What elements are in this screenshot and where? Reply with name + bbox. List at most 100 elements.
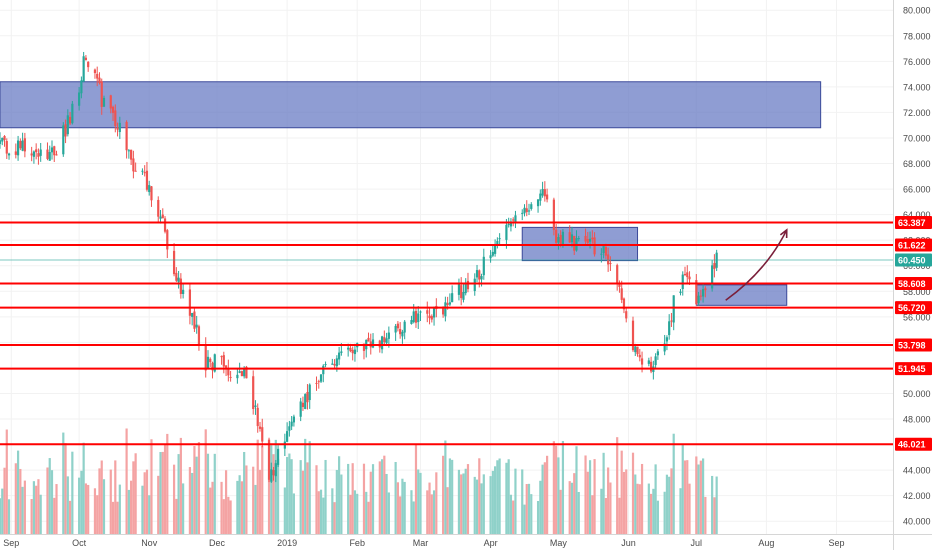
volume-bar bbox=[387, 492, 390, 534]
arrow-line bbox=[725, 229, 788, 301]
candle bbox=[387, 332, 390, 339]
volume-bar bbox=[286, 457, 289, 534]
volume-bar bbox=[713, 497, 716, 534]
volume-bar bbox=[618, 497, 621, 534]
candle bbox=[512, 219, 515, 221]
volume-bar bbox=[663, 491, 666, 534]
candle bbox=[66, 115, 69, 135]
candle bbox=[618, 283, 621, 287]
volume-bar bbox=[668, 476, 671, 534]
volume-bar bbox=[182, 483, 185, 534]
volume-bar bbox=[197, 442, 201, 534]
candle bbox=[23, 138, 26, 152]
volume-bar bbox=[224, 470, 228, 534]
volume-bar bbox=[649, 493, 653, 534]
volume-bar bbox=[32, 481, 36, 534]
volume-bar bbox=[609, 482, 612, 534]
candle bbox=[220, 356, 223, 358]
y-tick-label: 44.000 bbox=[903, 466, 931, 476]
volume-bar bbox=[695, 456, 698, 534]
volume-bar bbox=[491, 470, 494, 534]
candle bbox=[353, 349, 357, 355]
volume-bar bbox=[620, 450, 623, 534]
volume-bar bbox=[414, 444, 418, 534]
volume-bar bbox=[699, 460, 702, 534]
volume-bar bbox=[600, 488, 603, 534]
volume-bar bbox=[604, 498, 607, 534]
candle bbox=[267, 439, 271, 480]
volume-bar bbox=[378, 461, 381, 534]
volume-bar bbox=[561, 440, 565, 534]
volume-bar bbox=[715, 476, 718, 534]
candle bbox=[521, 212, 524, 214]
x-tick-label: Oct bbox=[72, 538, 87, 548]
candle bbox=[317, 381, 320, 383]
y-tick-label: 80.000 bbox=[903, 6, 931, 16]
level-price-badge: 46.021 bbox=[898, 440, 926, 450]
candle bbox=[713, 263, 716, 269]
candle bbox=[401, 331, 404, 337]
volume-bar bbox=[118, 484, 121, 534]
levels bbox=[0, 221, 893, 446]
candle bbox=[414, 310, 418, 323]
candle bbox=[647, 360, 650, 364]
volume-bar bbox=[473, 476, 476, 534]
candle bbox=[82, 56, 85, 82]
volume-bar bbox=[299, 460, 302, 534]
volume-bar bbox=[30, 498, 33, 534]
volume-bar bbox=[541, 464, 544, 534]
volume-bar bbox=[367, 501, 370, 534]
candle bbox=[127, 150, 130, 152]
volume-bar bbox=[584, 455, 587, 534]
candle bbox=[304, 394, 307, 409]
volume-bar bbox=[308, 441, 311, 534]
candle bbox=[132, 158, 135, 172]
volume-bar bbox=[1, 488, 4, 534]
candle bbox=[383, 337, 386, 343]
volume-bar bbox=[243, 451, 246, 534]
candle bbox=[116, 127, 119, 130]
level-price-badge: 56.720 bbox=[898, 303, 926, 313]
volume-bar bbox=[172, 464, 176, 534]
candle bbox=[631, 320, 635, 351]
candle bbox=[491, 251, 494, 256]
volume-bar bbox=[315, 465, 318, 534]
candle bbox=[663, 343, 666, 352]
candle bbox=[403, 321, 406, 333]
candle bbox=[462, 292, 465, 300]
volume-bar bbox=[478, 458, 481, 534]
candle bbox=[229, 376, 232, 378]
volume-bar bbox=[134, 453, 137, 534]
candle bbox=[143, 172, 146, 174]
volume-bar bbox=[442, 455, 445, 534]
x-tick-label: Jun bbox=[621, 538, 636, 548]
y-tick-label: 50.000 bbox=[903, 389, 931, 399]
candle bbox=[53, 146, 56, 156]
candle bbox=[588, 238, 592, 242]
volume-bar bbox=[593, 459, 596, 534]
volume-bar bbox=[480, 483, 483, 534]
candle bbox=[367, 337, 370, 342]
volume-bar bbox=[383, 455, 386, 534]
volume-bar bbox=[220, 481, 223, 534]
volume-bar bbox=[195, 456, 198, 534]
volume-bar bbox=[82, 442, 85, 534]
candle bbox=[182, 289, 185, 294]
x-tick-label: Dec bbox=[209, 538, 226, 548]
candle bbox=[686, 272, 689, 278]
volume-bar bbox=[591, 495, 594, 534]
candle bbox=[349, 347, 352, 352]
candle bbox=[322, 365, 325, 375]
candle bbox=[557, 237, 560, 243]
volume-bar bbox=[489, 476, 492, 534]
volume-bar bbox=[570, 482, 574, 534]
candle bbox=[419, 311, 422, 313]
candle bbox=[48, 152, 51, 161]
level-price-badge-bg bbox=[895, 362, 932, 376]
candle bbox=[695, 280, 698, 305]
volume-bar bbox=[638, 484, 641, 534]
candle bbox=[141, 170, 144, 172]
candles bbox=[0, 51, 718, 484]
candle bbox=[245, 366, 248, 379]
